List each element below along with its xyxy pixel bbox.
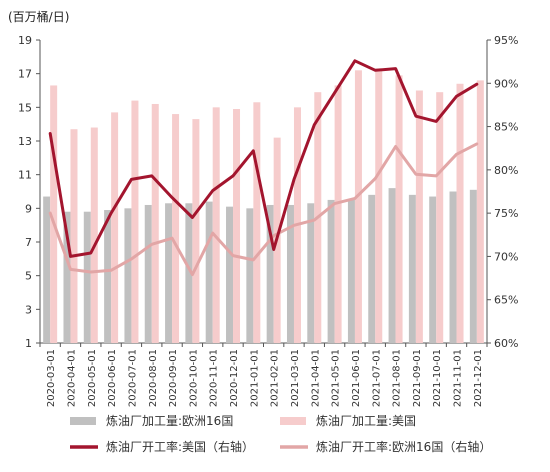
bar-europe-throughput [469,189,477,343]
x-tick-label: 2021-06-01 [351,349,362,407]
left-tick-label: 1 [25,337,32,350]
bar-europe-throughput [388,188,396,343]
x-tick-label: 2020-05-01 [87,349,98,407]
x-tick-label: 2020-10-01 [188,349,199,407]
legend-europe-utilization-label: 炼油厂开工率:欧洲16国（右轴） [316,439,491,454]
bar-us-throughput [415,90,423,343]
bar-us-throughput [354,70,362,344]
bar-europe-throughput [205,201,213,343]
bar-europe-throughput [286,204,294,343]
left-tick-label: 9 [25,202,32,215]
bar-europe-throughput [429,196,437,343]
x-tick-label: 2020-06-01 [107,349,118,407]
bar-us-throughput [253,102,261,344]
x-tick-label: 2021-09-01 [412,349,423,407]
left-tick-label: 11 [18,169,32,182]
bar-us-throughput [172,114,180,343]
bar-europe-throughput [185,203,193,343]
legend-us-throughput-swatch [280,417,306,425]
x-tick-label: 2020-08-01 [148,349,159,407]
line-us-utilization [48,59,479,258]
bar-europe-throughput [63,211,71,343]
bar-us-throughput [192,119,200,343]
bar-us-throughput [375,68,383,343]
x-tick-label: 2020-11-01 [209,349,220,407]
bar-us-throughput [395,75,403,343]
bar-europe-throughput [226,206,234,343]
right-tick-label: 75% [494,207,518,220]
left-tick-label: 5 [25,270,32,283]
bar-europe-throughput [327,199,335,343]
x-tick-label: 2020-12-01 [229,349,240,407]
bar-europe-throughput [347,199,355,343]
bar-europe-throughput [43,196,51,343]
left-tick-label: 7 [25,236,32,249]
x-tick-label: 2021-12-01 [473,349,484,407]
legend-us-utilization-label: 炼油厂开工率:美国（右轴） [106,439,254,454]
right-tick-label: 95% [494,34,518,47]
bar-us-throughput [50,85,58,343]
right-tick-label: 60% [494,337,518,350]
bar-europe-throughput [144,204,152,343]
bar-europe-throughput [266,204,274,343]
bar-us-throughput [131,100,139,343]
bar-europe-throughput [368,194,376,343]
line-europe-utilization [48,142,479,277]
right-tick-label: 85% [494,121,518,134]
bar-us-throughput [151,103,159,343]
x-tick-label: 2020-07-01 [127,349,138,407]
x-tick-label: 2020-09-01 [168,349,179,407]
x-tick-label: 2021-07-01 [371,349,382,407]
bar-europe-throughput [246,208,254,343]
bar-europe-throughput [449,191,457,343]
bar-us-throughput [212,107,220,343]
bar-europe-throughput [307,203,315,343]
bar-us-throughput [90,127,98,344]
legend-europe-throughput-label: 炼油厂加工量:欧洲16国 [106,413,233,428]
left-tick-label: 3 [25,303,32,316]
bar-us-throughput [233,109,241,344]
x-tick-label: 2021-02-01 [270,349,281,407]
right-tick-label: 80% [494,164,518,177]
x-tick-label: 2020-04-01 [66,349,77,407]
x-tick-label: 2020-03-01 [46,349,57,407]
right-tick-label: 90% [494,77,518,90]
x-tick-label: 2021-11-01 [453,349,464,407]
bar-us-throughput [436,92,444,343]
legend-us-throughput-label: 炼油厂加工量:美国 [316,413,416,428]
unit-label: (百万桶/日) [8,10,70,24]
bar-europe-throughput [104,210,112,343]
bar-europe-throughput [83,211,91,343]
left-tick-label: 15 [18,101,32,114]
x-tick-label: 2021-04-01 [310,349,321,407]
bar-us-throughput [334,85,342,343]
bar-europe-throughput [408,194,416,343]
left-tick-label: 13 [18,135,32,148]
right-tick-label: 65% [494,294,518,307]
bar-us-throughput [111,112,119,343]
x-tick-label: 2021-01-01 [249,349,260,407]
right-tick-label: 70% [494,250,518,263]
bar-europe-throughput [124,208,132,343]
x-tick-label: 2021-05-01 [331,349,342,407]
x-tick-label: 2021-10-01 [432,349,443,407]
x-tick-label: 2021-03-01 [290,349,301,407]
bar-europe-throughput [165,203,173,343]
x-tick-label: 2021-08-01 [392,349,403,407]
bar-us-throughput [70,129,78,343]
legend-europe-throughput-swatch [70,417,96,425]
bar-us-throughput [456,83,464,344]
left-tick-label: 17 [18,68,32,81]
bar-us-throughput [476,80,484,344]
left-tick-label: 19 [18,34,32,47]
